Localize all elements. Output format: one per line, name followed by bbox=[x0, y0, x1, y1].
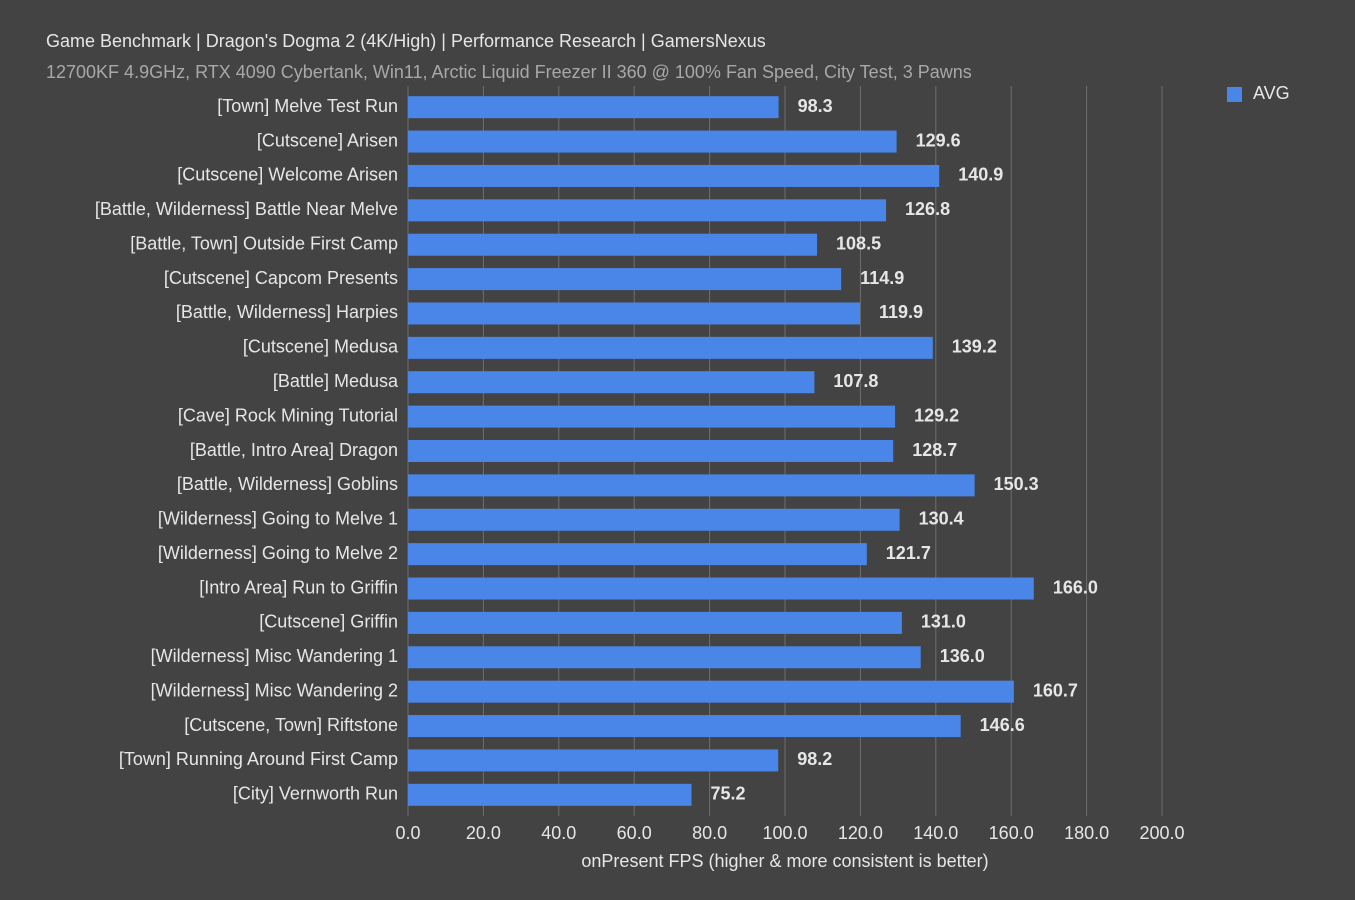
bar bbox=[408, 96, 779, 119]
y-tick-label: [Battle, Wilderness] Battle Near Melve bbox=[95, 199, 398, 219]
y-tick-label: [Cutscene, Town] Riftstone bbox=[184, 715, 398, 735]
y-tick-label: [Cutscene] Capcom Presents bbox=[164, 268, 398, 288]
bar bbox=[408, 164, 940, 187]
y-tick-label: [Wilderness] Going to Melve 1 bbox=[158, 509, 398, 529]
data-label: 140.9 bbox=[958, 165, 1003, 185]
data-label: 131.0 bbox=[921, 612, 966, 632]
bar bbox=[408, 543, 867, 566]
bar bbox=[408, 646, 921, 669]
x-tick-label: 60.0 bbox=[617, 823, 652, 843]
bar bbox=[408, 783, 692, 806]
y-tick-label: [Town] Running Around First Camp bbox=[119, 749, 398, 769]
data-label: 128.7 bbox=[912, 440, 957, 460]
y-tick-label: [Wilderness] Misc Wandering 2 bbox=[151, 680, 398, 700]
x-tick-label: 140.0 bbox=[913, 823, 958, 843]
y-tick-label: [Intro Area] Run to Griffin bbox=[199, 577, 398, 597]
y-tick-label: [Battle, Intro Area] Dragon bbox=[190, 440, 398, 460]
x-tick-label: 100.0 bbox=[762, 823, 807, 843]
data-label: 139.2 bbox=[952, 337, 997, 357]
data-label: 166.0 bbox=[1053, 577, 1098, 597]
y-tick-label: [Battle] Medusa bbox=[273, 371, 399, 391]
data-label: 136.0 bbox=[940, 646, 985, 666]
bar bbox=[408, 440, 894, 462]
y-tick-label: [Battle, Wilderness] Harpies bbox=[176, 302, 398, 322]
bar bbox=[408, 371, 815, 394]
x-tick-label: 0.0 bbox=[395, 823, 420, 843]
legend-label: AVG bbox=[1253, 83, 1290, 103]
bar bbox=[408, 302, 861, 325]
data-label: 129.6 bbox=[916, 130, 961, 150]
y-tick-label: [Wilderness] Going to Melve 2 bbox=[158, 543, 398, 563]
y-tick-label: [Cutscene] Welcome Arisen bbox=[177, 165, 398, 185]
y-tick-label: [Cutscene] Arisen bbox=[257, 130, 398, 150]
chart-title: Game Benchmark | Dragon's Dogma 2 (4K/Hi… bbox=[46, 31, 766, 51]
y-tick-label: [City] Vernworth Run bbox=[233, 784, 398, 804]
bar bbox=[408, 577, 1034, 600]
y-tick-label: [Town] Melve Test Run bbox=[217, 96, 398, 116]
data-label: 108.5 bbox=[836, 233, 881, 253]
bar bbox=[408, 336, 933, 359]
legend-swatch bbox=[1227, 87, 1242, 102]
bar bbox=[408, 268, 842, 291]
y-tick-label: [Cave] Rock Mining Tutorial bbox=[178, 405, 398, 425]
bar bbox=[408, 508, 900, 531]
y-tick-label: [Cutscene] Medusa bbox=[243, 337, 399, 357]
data-label: 121.7 bbox=[886, 543, 931, 563]
bar bbox=[408, 749, 779, 772]
x-tick-label: 120.0 bbox=[838, 823, 883, 843]
data-label: 119.9 bbox=[879, 302, 923, 322]
x-tick-label: 160.0 bbox=[989, 823, 1034, 843]
bar bbox=[408, 233, 818, 256]
bar bbox=[408, 130, 897, 153]
data-label: 129.2 bbox=[914, 405, 959, 425]
y-tick-label: [Battle, Wilderness] Goblins bbox=[177, 474, 398, 494]
bar bbox=[408, 199, 887, 222]
y-tick-label: [Battle, Town] Outside First Camp bbox=[130, 233, 398, 253]
bar bbox=[408, 715, 961, 738]
chart-subtitle: 12700KF 4.9GHz, RTX 4090 Cybertank, Win1… bbox=[46, 62, 972, 82]
x-tick-label: 80.0 bbox=[692, 823, 727, 843]
y-tick-label: [Wilderness] Misc Wandering 1 bbox=[151, 646, 398, 666]
bar bbox=[408, 474, 975, 497]
data-label: 146.6 bbox=[980, 715, 1025, 735]
data-label: 98.3 bbox=[798, 96, 833, 116]
data-label: 98.2 bbox=[797, 749, 832, 769]
data-label: 75.2 bbox=[711, 784, 746, 804]
y-tick-label: [Cutscene] Griffin bbox=[259, 612, 398, 632]
bar bbox=[408, 405, 896, 428]
x-tick-label: 200.0 bbox=[1139, 823, 1184, 843]
data-label: 150.3 bbox=[994, 474, 1039, 494]
bar bbox=[408, 611, 902, 634]
x-tick-label: 180.0 bbox=[1064, 823, 1109, 843]
data-label: 130.4 bbox=[919, 509, 964, 529]
bar bbox=[408, 680, 1014, 703]
x-axis-title: onPresent FPS (higher & more consistent … bbox=[581, 851, 988, 871]
data-label: 107.8 bbox=[833, 371, 878, 391]
x-tick-label: 20.0 bbox=[466, 823, 501, 843]
x-tick-label: 40.0 bbox=[541, 823, 576, 843]
data-label: 126.8 bbox=[905, 199, 950, 219]
data-label: 160.7 bbox=[1033, 680, 1078, 700]
data-label: 114.9 bbox=[860, 268, 904, 288]
